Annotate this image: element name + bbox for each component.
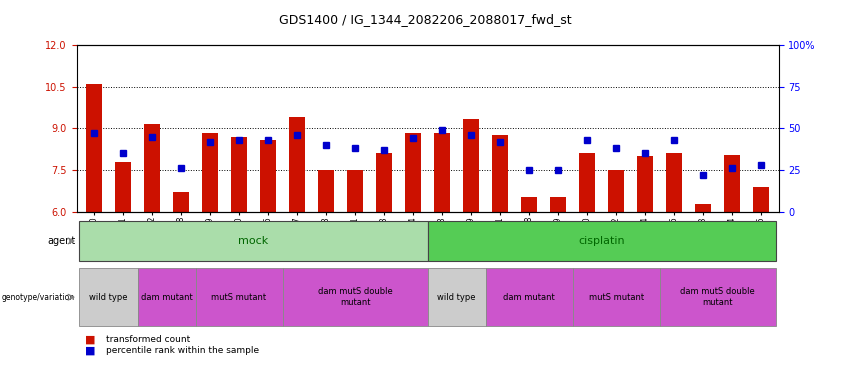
Bar	[666, 153, 683, 212]
Bar	[196, 268, 283, 326]
Bar	[138, 268, 196, 326]
Bar	[492, 135, 508, 212]
Bar	[551, 196, 566, 212]
Bar	[637, 156, 654, 212]
Bar	[573, 268, 660, 326]
Text: genotype/variation: genotype/variation	[2, 292, 75, 302]
Bar	[202, 133, 218, 212]
Bar	[463, 119, 479, 212]
Bar	[376, 153, 392, 212]
Text: dam mutS double
mutant: dam mutS double mutant	[317, 288, 392, 307]
Text: dam mutS double
mutant: dam mutS double mutant	[680, 288, 755, 307]
Bar	[434, 133, 450, 212]
Bar	[608, 170, 624, 212]
Bar	[580, 153, 595, 212]
Bar	[115, 162, 131, 212]
Bar	[283, 268, 427, 326]
Text: ■: ■	[85, 334, 95, 344]
Bar	[79, 221, 427, 261]
Bar	[521, 196, 537, 212]
Bar	[660, 268, 776, 326]
Text: ■: ■	[85, 346, 95, 355]
Bar	[144, 124, 160, 212]
Bar	[347, 170, 363, 212]
Text: mutS mutant: mutS mutant	[212, 292, 266, 302]
Bar	[173, 192, 189, 212]
Bar	[427, 221, 776, 261]
Text: percentile rank within the sample: percentile rank within the sample	[106, 346, 260, 355]
Bar	[405, 133, 421, 212]
Bar	[86, 84, 102, 212]
Text: transformed count: transformed count	[106, 335, 191, 344]
Text: dam mutant: dam mutant	[503, 292, 555, 302]
Bar	[486, 268, 573, 326]
Text: mock: mock	[238, 236, 269, 246]
Bar	[289, 117, 305, 212]
Bar	[260, 140, 276, 212]
Text: dam mutant: dam mutant	[140, 292, 192, 302]
Bar	[318, 170, 334, 212]
Text: wild type: wild type	[437, 292, 476, 302]
Text: GDS1400 / IG_1344_2082206_2088017_fwd_st: GDS1400 / IG_1344_2082206_2088017_fwd_st	[279, 13, 572, 26]
Bar	[427, 268, 486, 326]
Text: cisplatin: cisplatin	[579, 236, 625, 246]
Text: agent: agent	[47, 236, 75, 246]
Bar	[231, 137, 247, 212]
Bar	[79, 268, 138, 326]
Text: mutS mutant: mutS mutant	[589, 292, 643, 302]
Bar	[753, 187, 769, 212]
Bar	[695, 204, 711, 212]
Text: wild type: wild type	[89, 292, 128, 302]
Bar	[724, 155, 740, 212]
